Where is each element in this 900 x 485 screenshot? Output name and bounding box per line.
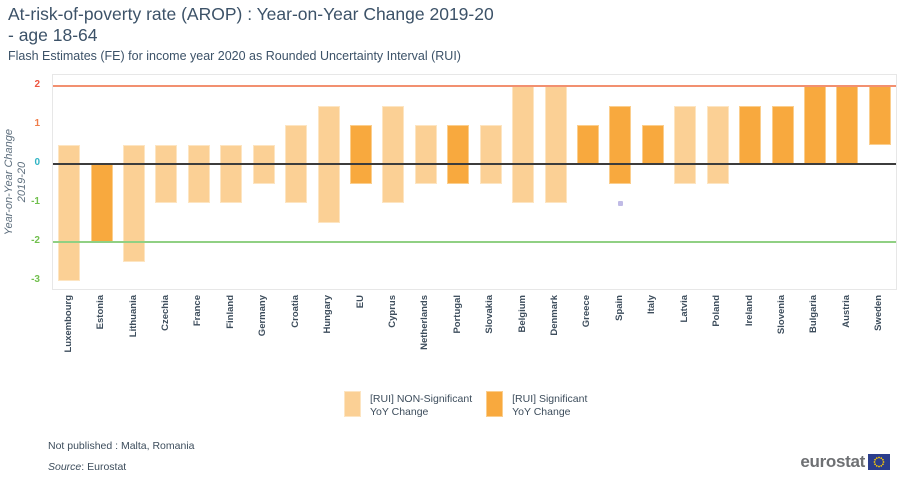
bar-finland (220, 144, 243, 203)
chart-title-line-2: - age 18-64 (8, 25, 98, 45)
x-label-cyprus: Cyprus (386, 295, 398, 328)
reference-line-0 (53, 163, 896, 165)
bar-portugal (447, 125, 470, 184)
bar-cyprus (382, 105, 405, 203)
bar-lithuania (123, 144, 146, 262)
legend-label-non-significant: [RUI] NON-Significant YoY Change (370, 393, 473, 418)
legend-item-non-significant: [RUI] NON-Significant YoY Change (344, 391, 472, 419)
legend-swatch-significant-icon (486, 391, 504, 417)
legend-item-significant: [RUI] Significant YoY Change (486, 391, 587, 419)
source-label: Source (48, 461, 82, 473)
reference-line-2 (53, 85, 896, 87)
x-label-eu: EU (354, 295, 366, 309)
bar-austria (836, 86, 859, 164)
chart-title: At-risk-of-poverty rate (AROP) : Year-on… (8, 4, 668, 46)
reference-line--2 (53, 241, 896, 243)
x-label-estonia: Estonia (95, 295, 107, 330)
source-value: : Eurostat (81, 461, 127, 473)
x-label-czechia: Czechia (159, 295, 171, 331)
bar-eu (350, 125, 373, 184)
bar-estonia (90, 164, 113, 242)
x-label-greece: Greece (581, 295, 593, 328)
legend-swatch-non-significant-icon (344, 391, 361, 417)
plot-area (52, 74, 897, 290)
bar-sweden (868, 86, 891, 145)
annotation-marker-spain (617, 200, 623, 206)
x-label-ireland: Ireland (743, 295, 755, 327)
eu-flag-icon (868, 454, 890, 470)
x-label-slovakia: Slovakia (484, 295, 496, 334)
bar-latvia (674, 105, 697, 184)
x-label-belgium: Belgium (516, 295, 528, 333)
x-label-croatia: Croatia (289, 295, 301, 328)
x-label-netherlands: Netherlands (419, 295, 431, 350)
x-label-lithuania: Lithuania (127, 295, 139, 338)
x-label-portugal: Portugal (451, 295, 463, 334)
y-tick-1: 1 (34, 117, 40, 129)
bar-france (187, 144, 210, 203)
bar-ireland (739, 105, 762, 164)
chart-area: Year-on-Year Change 2019-20 2 1 0 -1 -2 -3 Lu… (0, 74, 900, 384)
bar-luxembourg (58, 144, 81, 281)
bar-slovenia (771, 105, 794, 164)
bar-czechia (155, 144, 178, 203)
y-axis-ticks: 2 1 0 -1 -2 -3 (0, 74, 46, 290)
y-tick--2: -2 (31, 234, 40, 246)
bar-belgium (512, 86, 535, 203)
bar-denmark (544, 86, 567, 203)
legend: [RUI] NON-Significant YoY Change [RUI] S… (344, 391, 587, 419)
x-label-spain: Spain (613, 295, 625, 321)
bar-slovakia (479, 125, 502, 184)
source-note: Source: Eurostat (48, 461, 126, 473)
bar-spain (609, 105, 632, 184)
x-label-hungary: Hungary (322, 295, 334, 334)
bar-poland (706, 105, 729, 184)
x-label-italy: Italy (646, 295, 658, 315)
legend-label-significant: [RUI] Significant YoY Change (512, 393, 588, 418)
not-published-note: Not published : Malta, Romania (48, 440, 195, 452)
bar-bulgaria (803, 86, 826, 164)
eurostat-logo: eurostat (800, 452, 890, 472)
x-label-denmark: Denmark (549, 295, 561, 336)
eurostat-logo-text: eurostat (800, 452, 865, 471)
x-label-germany: Germany (257, 295, 269, 337)
y-tick-2: 2 (34, 78, 40, 90)
y-tick--1: -1 (31, 195, 40, 207)
bar-greece (576, 125, 599, 164)
y-tick-0: 0 (34, 156, 40, 168)
chart-title-line-1: At-risk-of-poverty rate (AROP) : Year-on… (8, 4, 494, 24)
x-label-slovenia: Slovenia (776, 295, 787, 335)
x-label-bulgaria: Bulgaria (808, 295, 820, 334)
x-label-finland: Finland (224, 295, 236, 329)
chart-subtitle: Flash Estimates (FE) for income year 202… (8, 49, 461, 63)
x-label-luxembourg: Luxembourg (62, 295, 74, 353)
x-label-poland: Poland (711, 295, 723, 327)
x-axis-labels: Luxembourg Estonia Lithuania Czechia France F… (52, 291, 897, 377)
x-label-latvia: Latvia (678, 295, 690, 323)
x-label-france: France (192, 295, 204, 327)
x-label-sweden: Sweden (873, 295, 885, 331)
x-label-austria: Austria (840, 295, 852, 328)
bar-netherlands (414, 125, 437, 184)
bar-italy (641, 125, 664, 164)
y-tick--3: -3 (31, 273, 40, 285)
